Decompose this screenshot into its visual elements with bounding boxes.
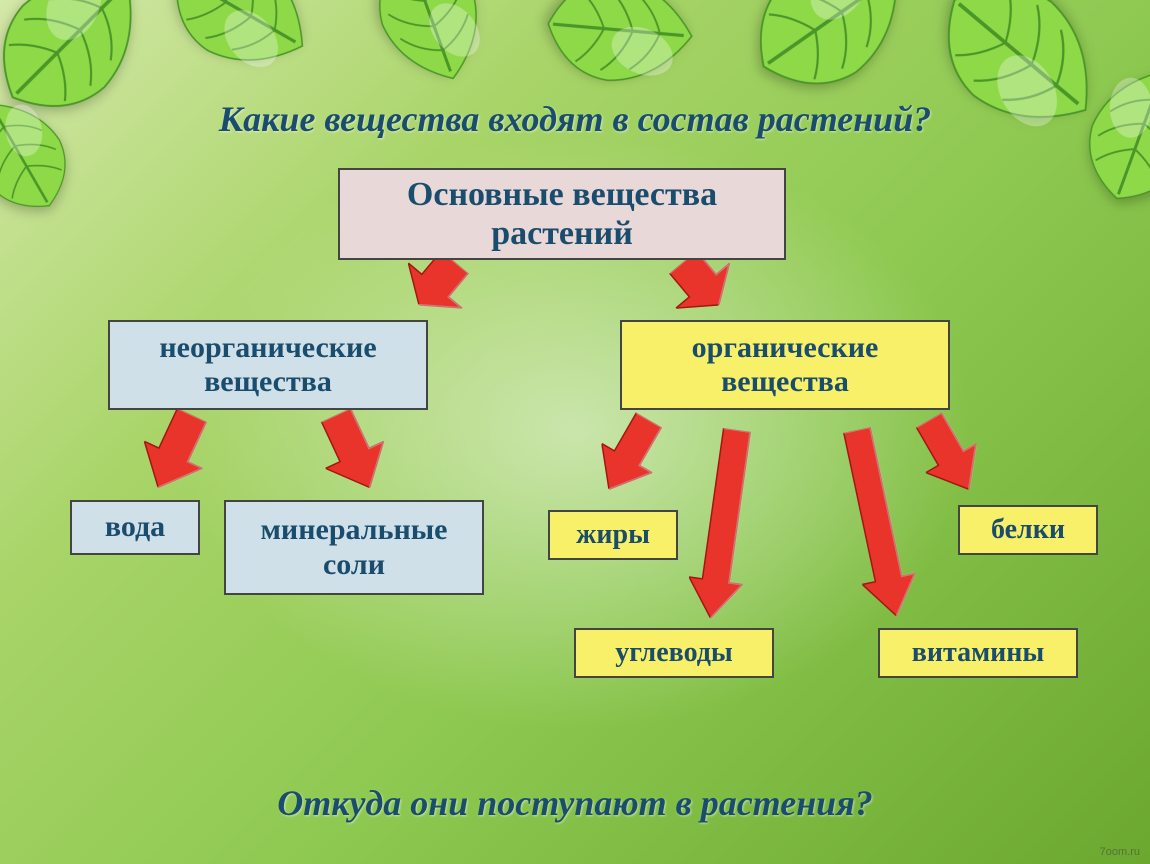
node-fats: жиры [548, 510, 678, 560]
page-subtitle: Откуда они поступают в растения? [0, 782, 1150, 824]
node-vitamins: витамины [878, 628, 1078, 678]
node-organic: органические вещества [620, 320, 950, 410]
arrow [584, 406, 674, 504]
arrow [831, 424, 923, 621]
node-root: Основные вещества растений [338, 168, 786, 260]
node-salts: минеральные соли [224, 500, 484, 595]
arrow [684, 426, 764, 622]
node-carbs: углеводы [574, 628, 774, 678]
arrow [307, 401, 399, 501]
node-water: вода [70, 500, 200, 555]
page-title: Какие вещества входят в состав растений? [0, 98, 1150, 140]
node-inorganic: неорганические вещества [108, 320, 428, 410]
arrow [904, 406, 994, 504]
node-proteins: белки [958, 505, 1098, 555]
arrow [129, 401, 221, 501]
